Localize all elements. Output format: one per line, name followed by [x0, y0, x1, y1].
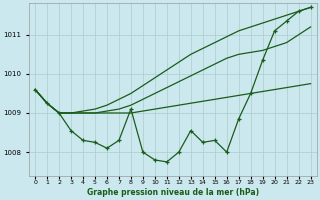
X-axis label: Graphe pression niveau de la mer (hPa): Graphe pression niveau de la mer (hPa) — [87, 188, 259, 197]
